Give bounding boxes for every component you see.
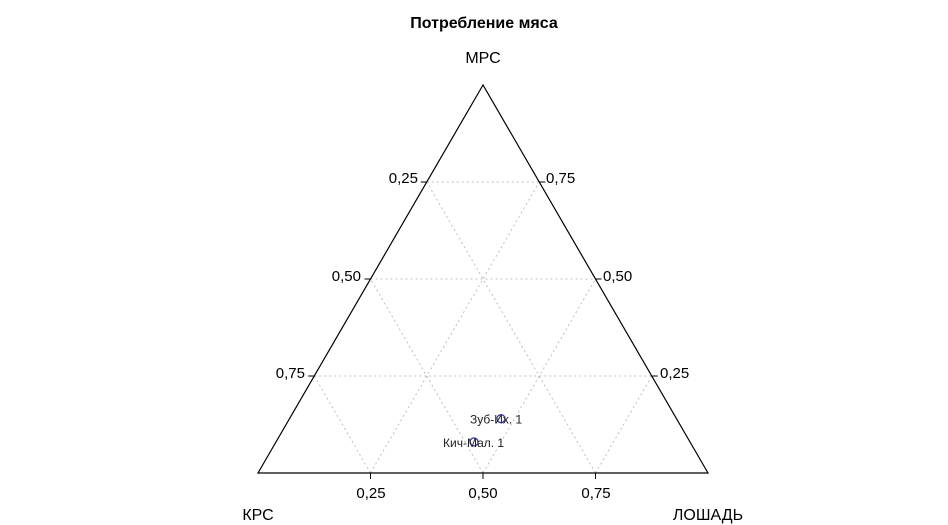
chart-title: Потребление мяса <box>410 15 558 32</box>
grid-line-diag-a-1 <box>370 181 540 474</box>
tick-label-bottom-1: 0,25 <box>356 485 385 502</box>
data-point-marker-1 <box>496 414 506 424</box>
grid-line-diag-b-2 <box>370 278 484 474</box>
tick-label-left-3: 0,75 <box>276 365 305 382</box>
grid-line-diag-b-1 <box>313 375 371 474</box>
vertex-label-right: ЛОШАДЬ <box>673 507 743 524</box>
grid-line-diag-b-3 <box>426 181 596 474</box>
data-points: Зуб-Их. 1 Кич-Мал. 1 <box>443 413 523 450</box>
tick-label-right-2: 0,50 <box>603 268 632 285</box>
tick-label-left-2: 0,50 <box>332 268 361 285</box>
data-point-label-2: Кич-Мал. 1 <box>443 436 504 450</box>
tick-marks <box>308 181 658 479</box>
data-point-marker-2 <box>469 437 479 447</box>
tick-label-left-1: 0,25 <box>389 170 418 187</box>
grid-lines <box>313 181 653 474</box>
tick-label-right-1: 0,75 <box>546 170 575 187</box>
grid-line-diag-a-2 <box>482 278 596 474</box>
vertex-label-left: КРС <box>242 507 273 524</box>
tick-label-right-3: 0,25 <box>660 365 689 382</box>
vertex-label-top: МРС <box>465 50 500 67</box>
data-point-label-1: Зуб-Их. 1 <box>470 413 523 427</box>
tick-label-bottom-2: 0,50 <box>468 485 497 502</box>
grid-line-diag-a-3 <box>595 375 653 474</box>
tick-label-bottom-3: 0,75 <box>581 485 610 502</box>
